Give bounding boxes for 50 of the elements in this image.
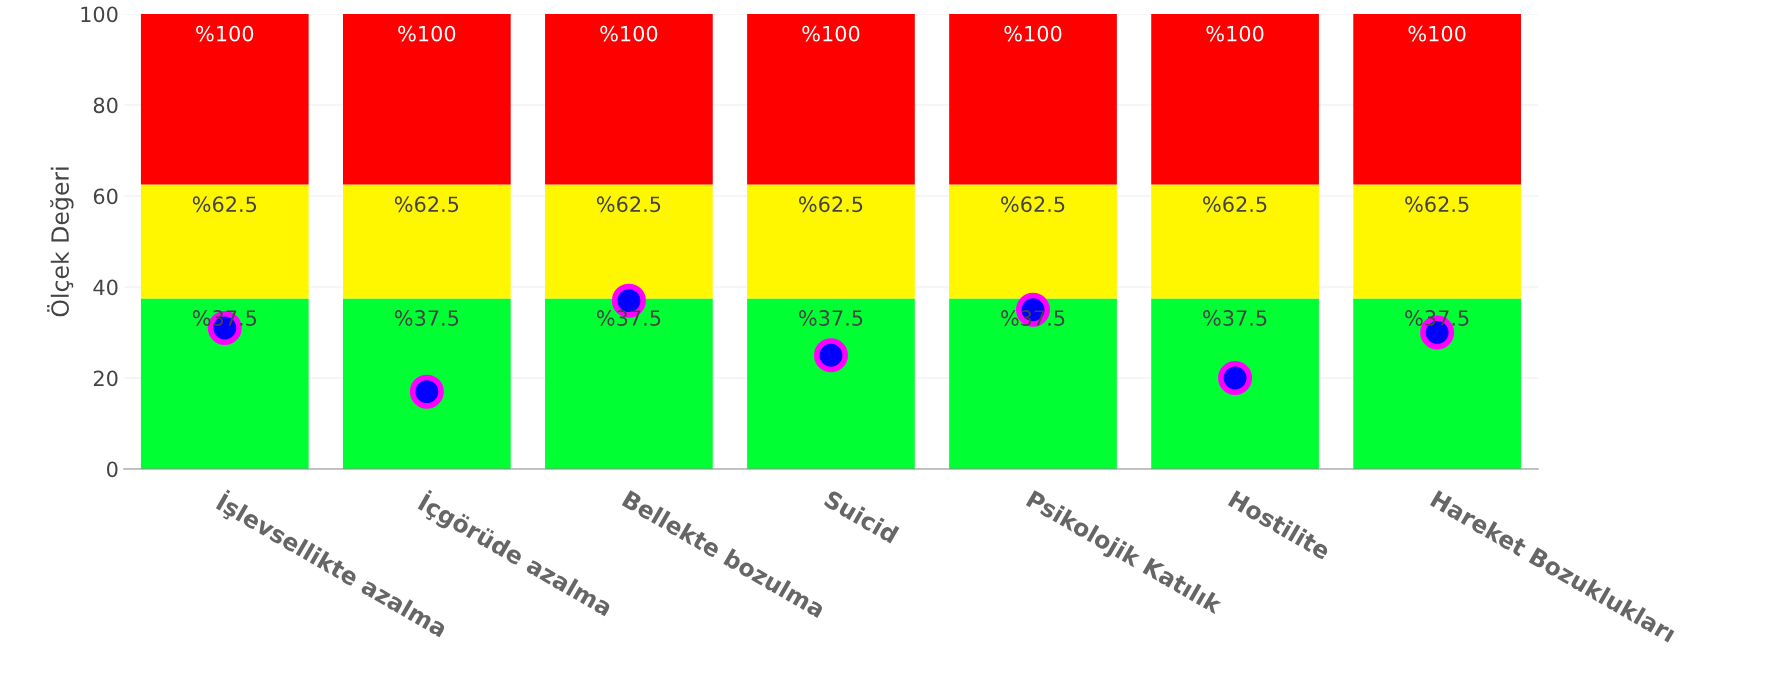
- bar: [1151, 14, 1319, 185]
- point: [1218, 360, 1253, 396]
- annotation: %62.5: [192, 196, 257, 213]
- bar: [1151, 184, 1319, 299]
- bar: [1151, 298, 1319, 469]
- bar: [342, 298, 511, 469]
- bar: [545, 298, 713, 469]
- bar: [140, 14, 309, 185]
- annotation: %37.5: [394, 310, 459, 326]
- bar: [342, 14, 511, 185]
- y-tick-label: 40: [93, 279, 118, 296]
- annotation: %37.5: [1203, 310, 1267, 326]
- annotation: %37.5: [1405, 310, 1469, 326]
- point: [813, 338, 848, 373]
- point: [409, 374, 444, 409]
- annotation: %62.5: [596, 196, 661, 213]
- y-axis-title: Ölçek Değeri: [47, 167, 74, 317]
- y-tick-label: 80: [93, 97, 118, 114]
- bar: [747, 184, 915, 299]
- bar: [949, 298, 1117, 469]
- annotation: %100: [600, 25, 658, 42]
- annotation: %37.5: [596, 310, 661, 326]
- bar: [140, 298, 309, 469]
- annotation: %62.5: [799, 196, 863, 213]
- annotation: %37.5: [799, 310, 863, 326]
- y-tick-label: 60: [93, 188, 118, 205]
- y-tick-label: 0: [107, 461, 118, 478]
- bar: [1353, 184, 1521, 299]
- annotation: %62.5: [1001, 196, 1065, 213]
- bar: [140, 184, 309, 299]
- annotation: %100: [398, 25, 456, 42]
- bar: [342, 184, 511, 299]
- bar: [747, 14, 915, 185]
- annotation: %100: [1408, 25, 1466, 42]
- y-tick-label: 20: [93, 370, 118, 387]
- bar: [1353, 298, 1521, 469]
- annotation: %100: [196, 25, 254, 42]
- bar: [747, 298, 915, 469]
- bar: [949, 14, 1117, 185]
- annotation: %62.5: [1203, 196, 1267, 213]
- bar: [545, 184, 713, 299]
- annotation: %62.5: [394, 196, 459, 213]
- bar: [949, 184, 1117, 299]
- y-tick-label: 100: [81, 6, 118, 23]
- annotation: %100: [1004, 25, 1062, 42]
- annotation: %62.5: [1405, 196, 1469, 213]
- bar: [545, 14, 713, 185]
- bar: [1353, 14, 1521, 185]
- annotation: %100: [802, 25, 860, 42]
- annotation: %100: [1206, 25, 1264, 42]
